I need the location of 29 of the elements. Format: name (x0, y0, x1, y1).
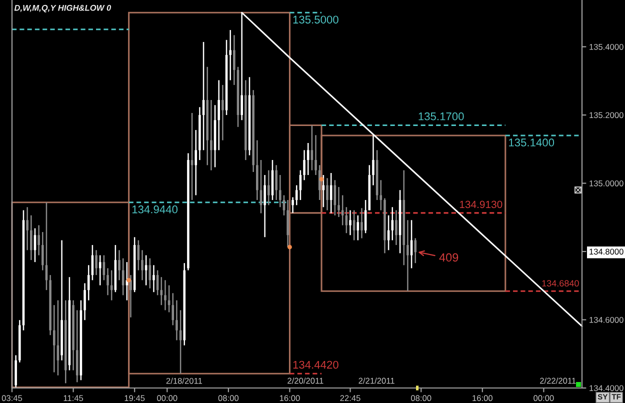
annotation: 409 (439, 253, 458, 262)
series-label: 135.5000 (293, 16, 338, 24)
y-tick-label: 135.4000 (590, 44, 624, 50)
x2-tick-label: 2/21/2011 (358, 378, 394, 384)
x-tick-label: 08:00 (218, 395, 239, 402)
x-tick-label: 19:45 (124, 395, 145, 402)
series-label: 134.9440 (132, 205, 178, 214)
x-tick-label: 03:45 (2, 395, 22, 402)
x2-tick-label: 2/22/2011 (540, 378, 576, 384)
x-tick-label: 16:00 (280, 395, 300, 402)
y-tick-label: 135.2000 (590, 112, 624, 118)
text: D,W,M,Q,Y HIGH&LOW 0 (14, 4, 112, 12)
annotation: 2/18/2011 (166, 378, 202, 384)
series-label: 135.1400 (509, 138, 554, 146)
x-tick-label: 00:00 (534, 395, 554, 402)
y-tick-label: 135.0000 (590, 180, 624, 186)
x-tick-label: 00:00 (157, 395, 178, 402)
series-label: 134.6840 (542, 280, 579, 287)
y-tick-label: 134.8000 (590, 248, 624, 255)
y-tick-label: 134.4000 (590, 385, 624, 392)
x-tick-label: 22:45 (340, 395, 360, 402)
x-tick-label: 11:45 (64, 395, 84, 402)
series-label: 134.4420 (293, 360, 338, 369)
series-label: 134.9130 (460, 200, 502, 208)
x-tick-label: 08:00 (411, 395, 432, 402)
y-tick-label: 134.6000 (590, 316, 624, 323)
x2-tick-label: 2/20/2011 (288, 378, 324, 384)
series-label: 135.1700 (418, 112, 464, 120)
x-tick-label: 16:00 (472, 395, 493, 402)
